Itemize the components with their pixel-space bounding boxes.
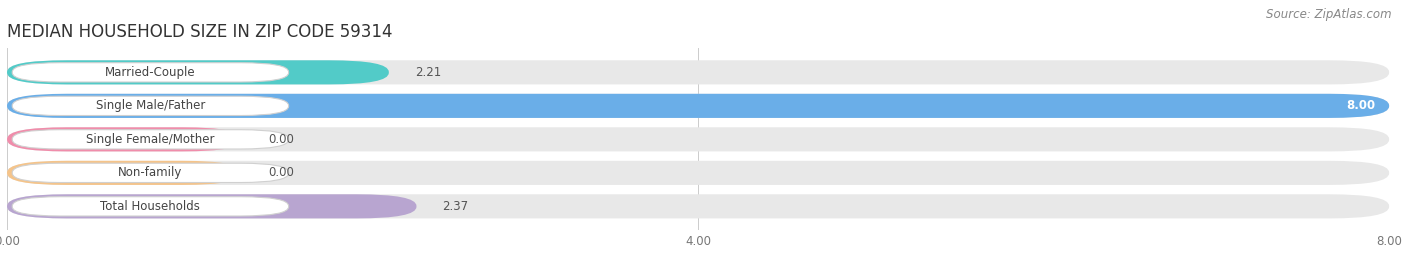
FancyBboxPatch shape: [7, 161, 1389, 185]
FancyBboxPatch shape: [7, 60, 389, 84]
FancyBboxPatch shape: [13, 130, 288, 149]
FancyBboxPatch shape: [13, 197, 288, 216]
FancyBboxPatch shape: [13, 96, 288, 116]
Text: 2.37: 2.37: [443, 200, 468, 213]
FancyBboxPatch shape: [7, 194, 1389, 218]
Text: MEDIAN HOUSEHOLD SIZE IN ZIP CODE 59314: MEDIAN HOUSEHOLD SIZE IN ZIP CODE 59314: [7, 23, 392, 41]
Text: 0.00: 0.00: [269, 166, 294, 179]
FancyBboxPatch shape: [7, 60, 1389, 84]
Text: 2.21: 2.21: [415, 66, 441, 79]
Text: 0.00: 0.00: [269, 133, 294, 146]
FancyBboxPatch shape: [7, 194, 416, 218]
Text: Single Female/Mother: Single Female/Mother: [86, 133, 215, 146]
FancyBboxPatch shape: [7, 127, 242, 151]
FancyBboxPatch shape: [13, 63, 288, 82]
FancyBboxPatch shape: [7, 127, 1389, 151]
FancyBboxPatch shape: [7, 94, 1389, 118]
Text: 8.00: 8.00: [1346, 99, 1375, 112]
Text: Married-Couple: Married-Couple: [105, 66, 195, 79]
FancyBboxPatch shape: [7, 94, 1389, 118]
Text: Single Male/Father: Single Male/Father: [96, 99, 205, 112]
Text: Total Households: Total Households: [100, 200, 201, 213]
Text: Source: ZipAtlas.com: Source: ZipAtlas.com: [1267, 8, 1392, 21]
Text: Non-family: Non-family: [118, 166, 183, 179]
FancyBboxPatch shape: [13, 163, 288, 183]
FancyBboxPatch shape: [7, 161, 242, 185]
